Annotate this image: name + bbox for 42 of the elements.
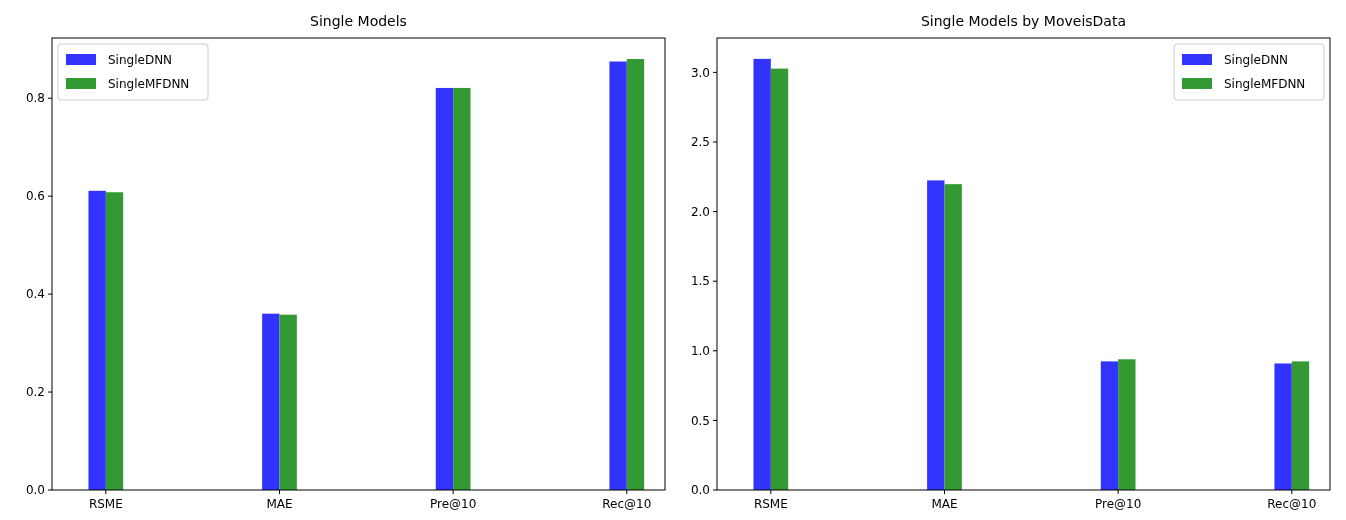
y-tick-label: 0.6 <box>25 189 45 204</box>
x-tick-label: MAE <box>931 497 958 511</box>
legend-label: SingleDNN <box>1224 53 1289 67</box>
bar <box>1118 359 1136 490</box>
bar <box>770 68 789 490</box>
y-tick-label: 0.0 <box>25 483 45 498</box>
x-tick-label: Pre@10 <box>429 497 477 511</box>
legend-label: SingleMFDNN <box>108 77 190 91</box>
bar <box>927 180 945 490</box>
x-tick-label: Pre@10 <box>1094 497 1142 511</box>
y-tick-label: 0.2 <box>25 385 45 400</box>
bar <box>1100 361 1119 490</box>
x-tick-label: RSME <box>753 497 788 511</box>
x-tick-label: Rec@10 <box>602 497 652 511</box>
bar <box>279 314 297 490</box>
bar <box>1274 363 1292 490</box>
bar <box>105 192 124 490</box>
y-tick-label: 2.0 <box>690 204 710 219</box>
y-tick-label: 3.0 <box>690 65 710 80</box>
y-tick-label: 0.5 <box>690 413 710 428</box>
legend-label: SingleMFDNN <box>1224 77 1306 91</box>
bar <box>453 87 471 490</box>
y-tick-label: 0.4 <box>25 287 45 302</box>
bar <box>609 61 627 490</box>
chart-title: Single Models by MoveisData <box>920 13 1127 29</box>
chart-title: Single Models <box>310 13 407 29</box>
y-tick-label: 0.0 <box>690 483 710 498</box>
x-tick-label: Rec@10 <box>1267 497 1317 511</box>
x-tick-label: MAE <box>266 497 293 511</box>
bar <box>626 59 645 490</box>
bar <box>944 184 962 490</box>
y-tick-label: 1.0 <box>690 343 710 358</box>
bar <box>1291 361 1310 490</box>
y-tick-label: 2.5 <box>690 135 710 150</box>
x-tick-label: RSME <box>88 497 123 511</box>
y-tick-label: 0.8 <box>25 91 45 106</box>
bar <box>435 87 454 490</box>
y-tick-label: 1.5 <box>690 274 710 289</box>
bar <box>262 313 280 490</box>
bar <box>88 190 106 490</box>
legend-label: SingleDNN <box>108 53 173 67</box>
bar <box>753 58 771 490</box>
